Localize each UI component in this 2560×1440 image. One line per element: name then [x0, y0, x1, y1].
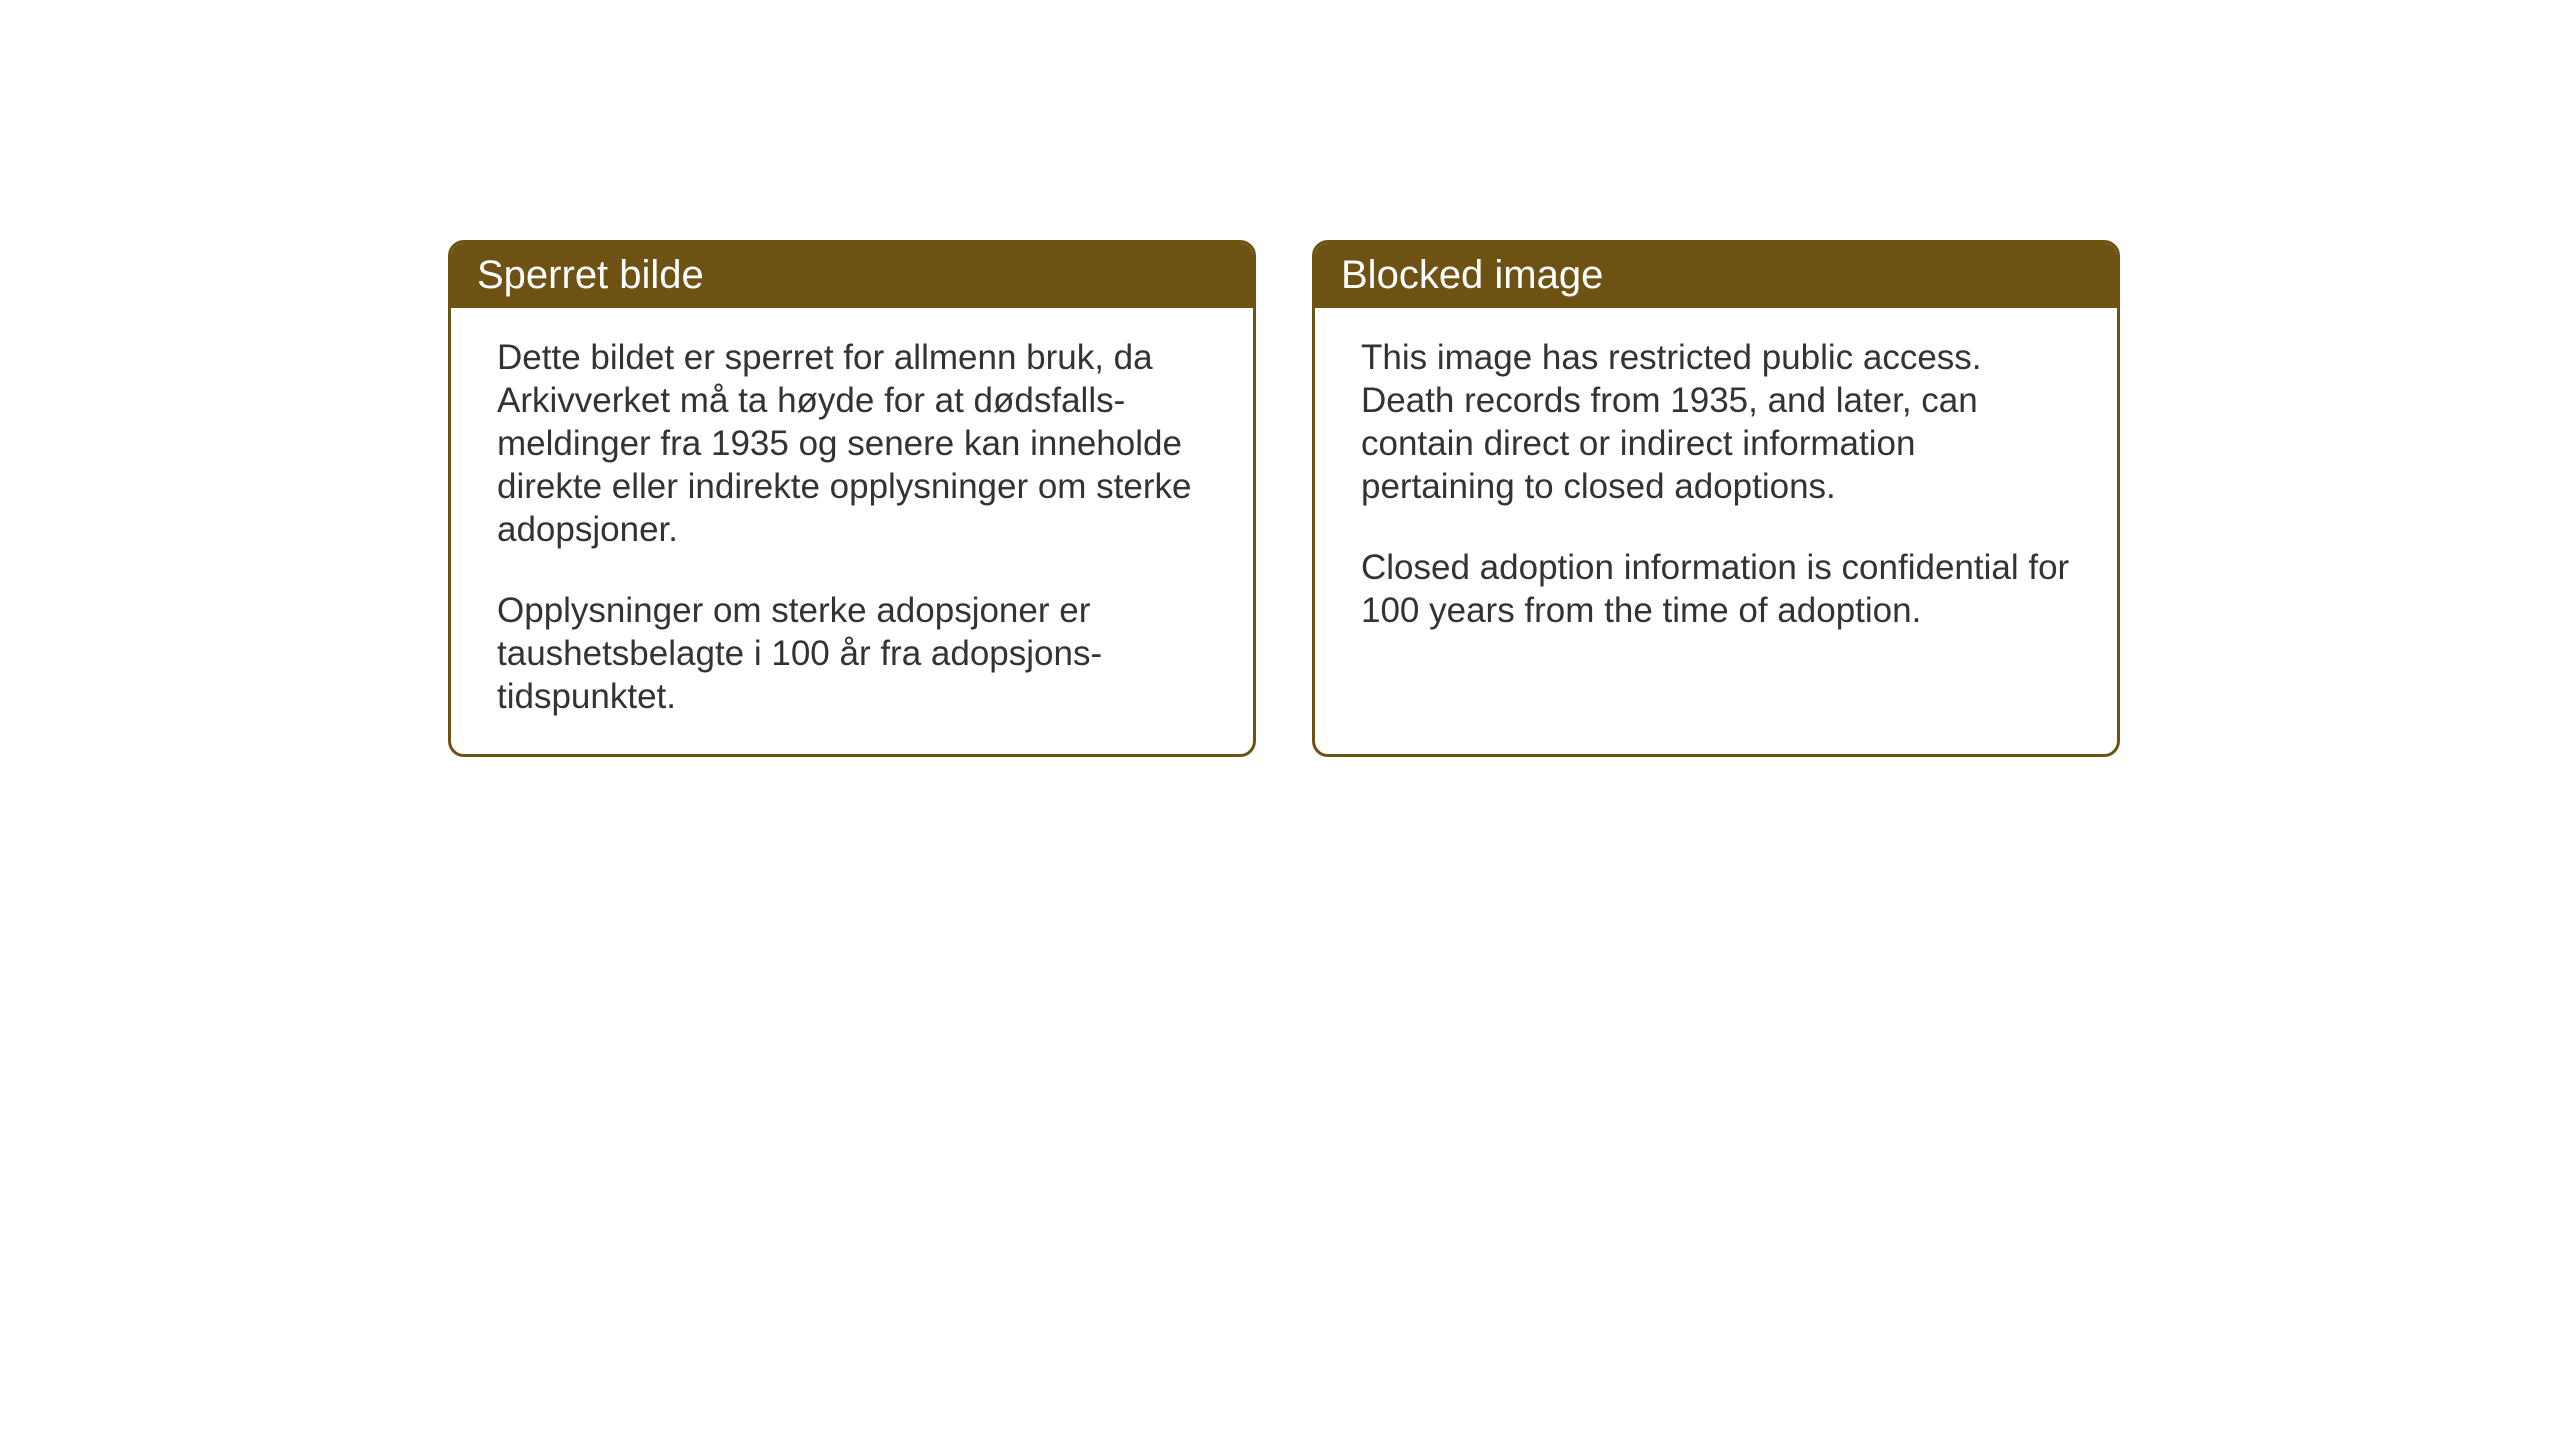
notice-container: Sperret bilde Dette bildet er sperret fo… — [448, 240, 2120, 757]
norwegian-paragraph-1: Dette bildet er sperret for allmenn bruk… — [497, 336, 1207, 551]
english-paragraph-2: Closed adoption information is confident… — [1361, 546, 2071, 632]
english-card-body: This image has restricted public access.… — [1315, 308, 2117, 668]
english-notice-card: Blocked image This image has restricted … — [1312, 240, 2120, 757]
norwegian-paragraph-2: Opplysninger om sterke adopsjoner er tau… — [497, 589, 1207, 718]
norwegian-notice-card: Sperret bilde Dette bildet er sperret fo… — [448, 240, 1256, 757]
english-card-title: Blocked image — [1315, 243, 2117, 308]
norwegian-card-title: Sperret bilde — [451, 243, 1253, 308]
norwegian-card-body: Dette bildet er sperret for allmenn bruk… — [451, 308, 1253, 754]
english-paragraph-1: This image has restricted public access.… — [1361, 336, 2071, 508]
